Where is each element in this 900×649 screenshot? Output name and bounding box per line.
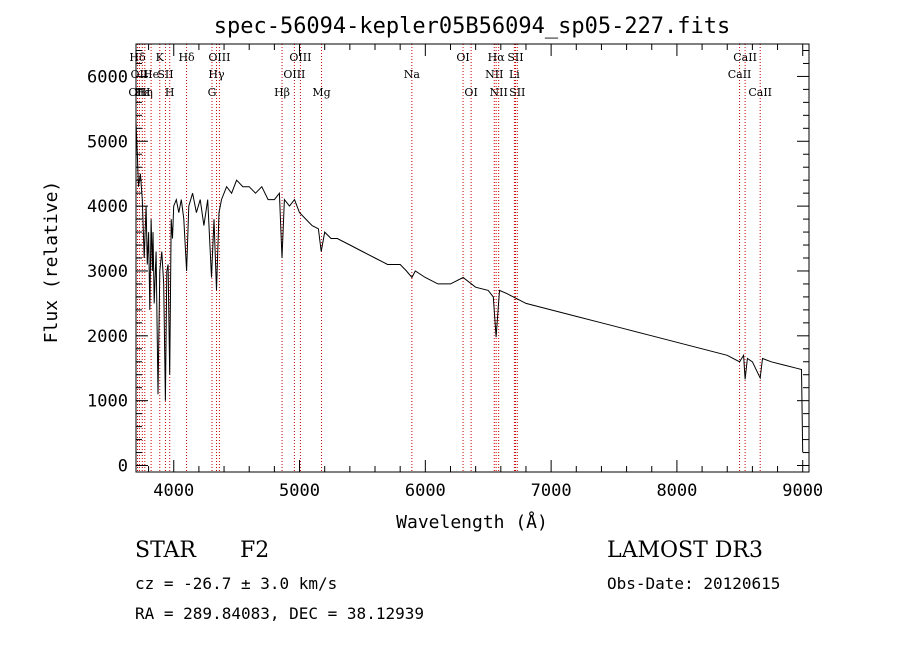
line-label: CaII <box>748 86 772 99</box>
line-label: SII <box>157 68 173 81</box>
x-axis-label: Wavelength (Å) <box>396 511 548 533</box>
line-label: NII <box>490 86 508 99</box>
line-label: Hβ <box>274 86 290 99</box>
line-label: SII <box>509 86 525 99</box>
line-label: Hγ <box>208 68 225 81</box>
line-label: CaII <box>733 51 757 64</box>
line-label: CaII <box>728 68 752 81</box>
y-axis-label: Flux (relative) <box>41 181 62 344</box>
x-tick-label: 8000 <box>656 481 697 501</box>
radial-velocity: cz = -26.7 ± 3.0 km/s <box>135 574 338 593</box>
line-label: OIII <box>208 51 230 64</box>
line-label: NII <box>485 68 503 81</box>
object-subclass: F2 <box>240 538 270 563</box>
line-label: OIII <box>128 86 150 99</box>
y-axis: 0 1000 2000 3000 4000 5000 6000 <box>87 49 809 477</box>
x-tick-label: 5000 <box>279 481 320 501</box>
x-tick-label: 7000 <box>531 481 572 501</box>
line-label: He <box>143 68 159 81</box>
line-label: Na <box>404 68 421 81</box>
line-label: Hη <box>137 86 153 99</box>
y-tick-label: 2000 <box>87 327 128 347</box>
y-tick-label: 0 <box>118 457 128 477</box>
line-label: OI <box>456 51 469 64</box>
line-label: H <box>165 86 175 99</box>
line-label: Hα <box>488 51 506 64</box>
line-label: Hδ <box>178 51 195 64</box>
emission-line-markers <box>137 44 761 472</box>
chart-title: spec-56094-kepler05B56094_sp05-227.fits <box>214 14 731 39</box>
x-tick-label: 4000 <box>153 481 194 501</box>
line-label: OII <box>131 68 149 81</box>
y-tick-label: 3000 <box>87 262 128 282</box>
y-tick-label: 4000 <box>87 197 128 217</box>
line-label: OI <box>464 86 477 99</box>
survey-name: LAMOST DR3 <box>607 538 763 563</box>
x-axis: 4000 5000 6000 7000 8000 9000 <box>148 44 823 501</box>
spectrum-line <box>135 121 804 453</box>
x-tick-label: 9000 <box>782 481 823 501</box>
line-label: Hδ <box>129 51 146 64</box>
line-label: SII <box>507 51 523 64</box>
line-label: Mg <box>312 86 330 99</box>
y-tick-label: 6000 <box>87 67 128 87</box>
line-label: G <box>208 86 217 99</box>
y-tick-label: 1000 <box>87 392 128 412</box>
line-label: OIII <box>289 51 311 64</box>
line-label: Li <box>509 68 520 81</box>
line-label: K <box>156 51 165 64</box>
object-type: STAR <box>135 538 196 563</box>
y-tick-label: 5000 <box>87 132 128 152</box>
line-label: OIII <box>283 68 305 81</box>
x-tick-label: 6000 <box>405 481 446 501</box>
observation-date: Obs-Date: 20120615 <box>607 574 781 593</box>
ra-dec: RA = 289.84083, DEC = 38.12939 <box>135 604 424 623</box>
plot-frame <box>135 43 810 473</box>
